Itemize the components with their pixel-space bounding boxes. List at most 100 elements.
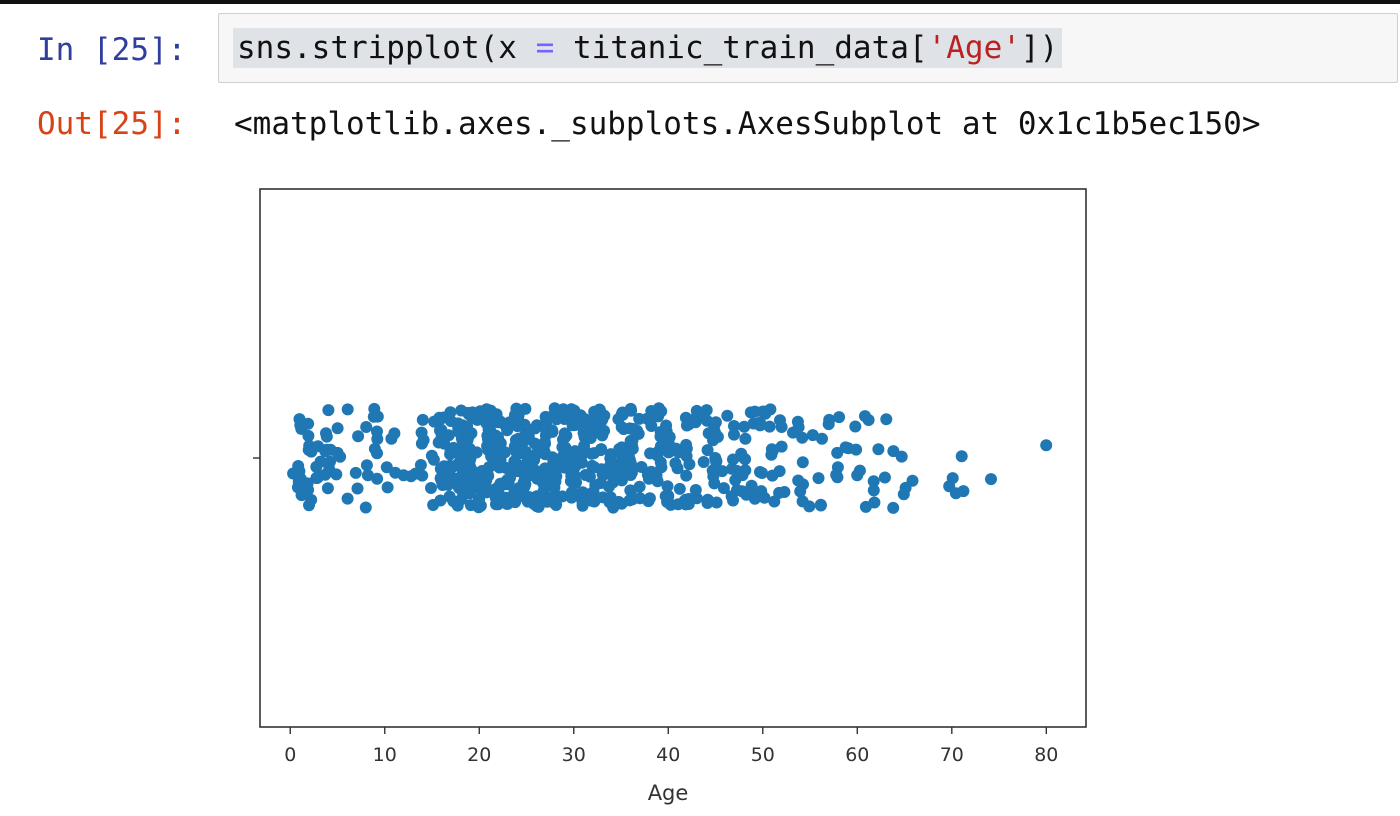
data-point xyxy=(330,468,343,481)
x-tick-label-20: 20 xyxy=(467,744,491,766)
data-point xyxy=(360,459,373,472)
data-point xyxy=(529,464,542,477)
data-point xyxy=(816,432,828,445)
data-point xyxy=(463,454,476,467)
data-point xyxy=(1040,439,1053,452)
data-point xyxy=(792,421,805,434)
data-point xyxy=(444,406,457,419)
data-point xyxy=(454,449,467,462)
data-point xyxy=(415,426,428,439)
data-point xyxy=(624,457,637,470)
data-point xyxy=(302,417,315,430)
data-point xyxy=(796,431,809,444)
code-closing: ]) xyxy=(1020,30,1059,66)
data-point xyxy=(550,470,563,483)
data-point xyxy=(764,403,777,416)
data-point xyxy=(650,408,663,421)
data-point xyxy=(539,437,551,450)
data-point xyxy=(470,446,483,459)
data-point xyxy=(371,425,383,438)
data-point xyxy=(360,421,373,433)
data-point xyxy=(689,484,702,496)
code-argument: titanic_train_data[ xyxy=(554,30,928,66)
data-point xyxy=(794,485,807,498)
data-point xyxy=(380,461,393,474)
data-point xyxy=(683,458,696,471)
data-point xyxy=(700,404,713,417)
data-point xyxy=(775,421,788,433)
code-string-literal: 'Age' xyxy=(927,30,1021,66)
data-point xyxy=(726,462,738,475)
data-point xyxy=(482,444,495,457)
data-point xyxy=(850,443,863,456)
data-point xyxy=(831,461,844,474)
data-point xyxy=(320,430,333,443)
code-line[interactable]: sns.stripplot(x = titanic_train_data['Ag… xyxy=(233,28,1063,68)
data-point xyxy=(331,422,344,435)
data-point xyxy=(736,469,749,482)
x-tick-label-60: 60 xyxy=(845,744,869,766)
data-point xyxy=(735,447,748,460)
data-point xyxy=(643,492,656,505)
data-point xyxy=(669,457,682,470)
data-point xyxy=(586,459,599,472)
data-point xyxy=(711,430,724,443)
data-point xyxy=(727,494,739,507)
x-tick-label-80: 80 xyxy=(1034,744,1058,766)
data-point xyxy=(490,498,502,511)
data-point xyxy=(887,501,900,514)
code-call: sns.stripplot(x xyxy=(237,30,536,66)
code-operator: = xyxy=(535,30,555,66)
data-point xyxy=(897,488,910,501)
data-point xyxy=(796,456,809,469)
data-point xyxy=(566,470,579,483)
data-point xyxy=(985,473,997,486)
data-point xyxy=(359,501,372,514)
data-point xyxy=(833,411,846,424)
data-point xyxy=(349,466,362,479)
data-point xyxy=(425,482,437,494)
x-tick-label-0: 0 xyxy=(284,744,296,766)
data-point xyxy=(803,500,816,513)
data-point xyxy=(906,474,919,487)
data-point xyxy=(381,481,394,494)
data-point xyxy=(425,449,438,462)
data-point xyxy=(415,437,428,450)
data-point xyxy=(773,465,786,478)
data-point xyxy=(482,469,495,482)
data-point xyxy=(519,402,532,415)
data-point xyxy=(756,467,768,479)
x-tick-label-70: 70 xyxy=(940,744,964,766)
data-point xyxy=(716,465,729,478)
data-point xyxy=(765,448,778,461)
x-axis: 0 10 20 30 40 50 60 70 80 xyxy=(284,727,1058,766)
data-point xyxy=(416,413,429,426)
data-point xyxy=(434,494,447,507)
data-point xyxy=(728,428,740,441)
code-input-cell[interactable]: sns.stripplot(x = titanic_train_data['Ag… xyxy=(218,13,1398,83)
data-point xyxy=(859,410,871,423)
data-point xyxy=(472,494,485,507)
input-prompt: In [25]: xyxy=(37,32,187,68)
data-point xyxy=(368,402,381,415)
data-point xyxy=(851,469,864,482)
data-point xyxy=(302,429,315,442)
data-point xyxy=(624,402,637,415)
data-point xyxy=(612,495,625,508)
data-point xyxy=(556,490,569,503)
data-point xyxy=(624,434,637,447)
data-point xyxy=(778,486,791,498)
data-point xyxy=(405,470,417,483)
data-point xyxy=(754,416,766,429)
window-top-border xyxy=(0,0,1400,4)
data-point xyxy=(322,404,335,417)
data-point xyxy=(659,490,672,503)
data-point xyxy=(578,439,591,452)
data-point xyxy=(585,494,598,507)
data-point xyxy=(957,485,970,498)
x-tick-label-50: 50 xyxy=(751,744,775,766)
data-point xyxy=(583,470,596,483)
data-point xyxy=(680,442,693,455)
data-point xyxy=(416,469,429,482)
